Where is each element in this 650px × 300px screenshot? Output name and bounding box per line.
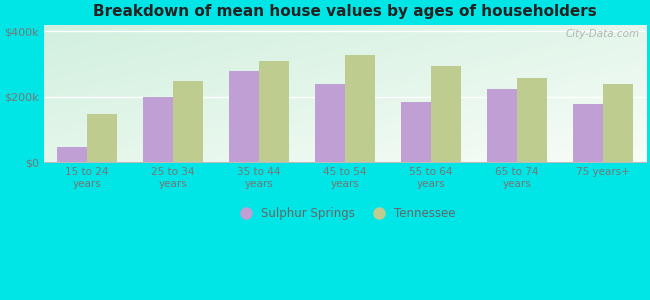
Bar (259, 61, 289, 162)
Bar (86, 114, 117, 162)
Bar (400, 102, 431, 162)
Bar (229, 71, 259, 162)
Bar (573, 104, 603, 162)
Legend: Sulphur Springs, Tennessee: Sulphur Springs, Tennessee (229, 203, 460, 225)
Bar (603, 84, 633, 162)
Bar (315, 84, 344, 162)
Bar (142, 97, 173, 162)
Title: Breakdown of mean house values by ages of householders: Breakdown of mean house values by ages o… (93, 4, 597, 19)
Bar (431, 66, 461, 162)
Bar (344, 55, 375, 162)
Bar (57, 148, 86, 162)
Bar (173, 81, 203, 162)
Bar (487, 89, 517, 162)
Text: City-Data.com: City-Data.com (566, 28, 640, 39)
Bar (517, 78, 547, 162)
